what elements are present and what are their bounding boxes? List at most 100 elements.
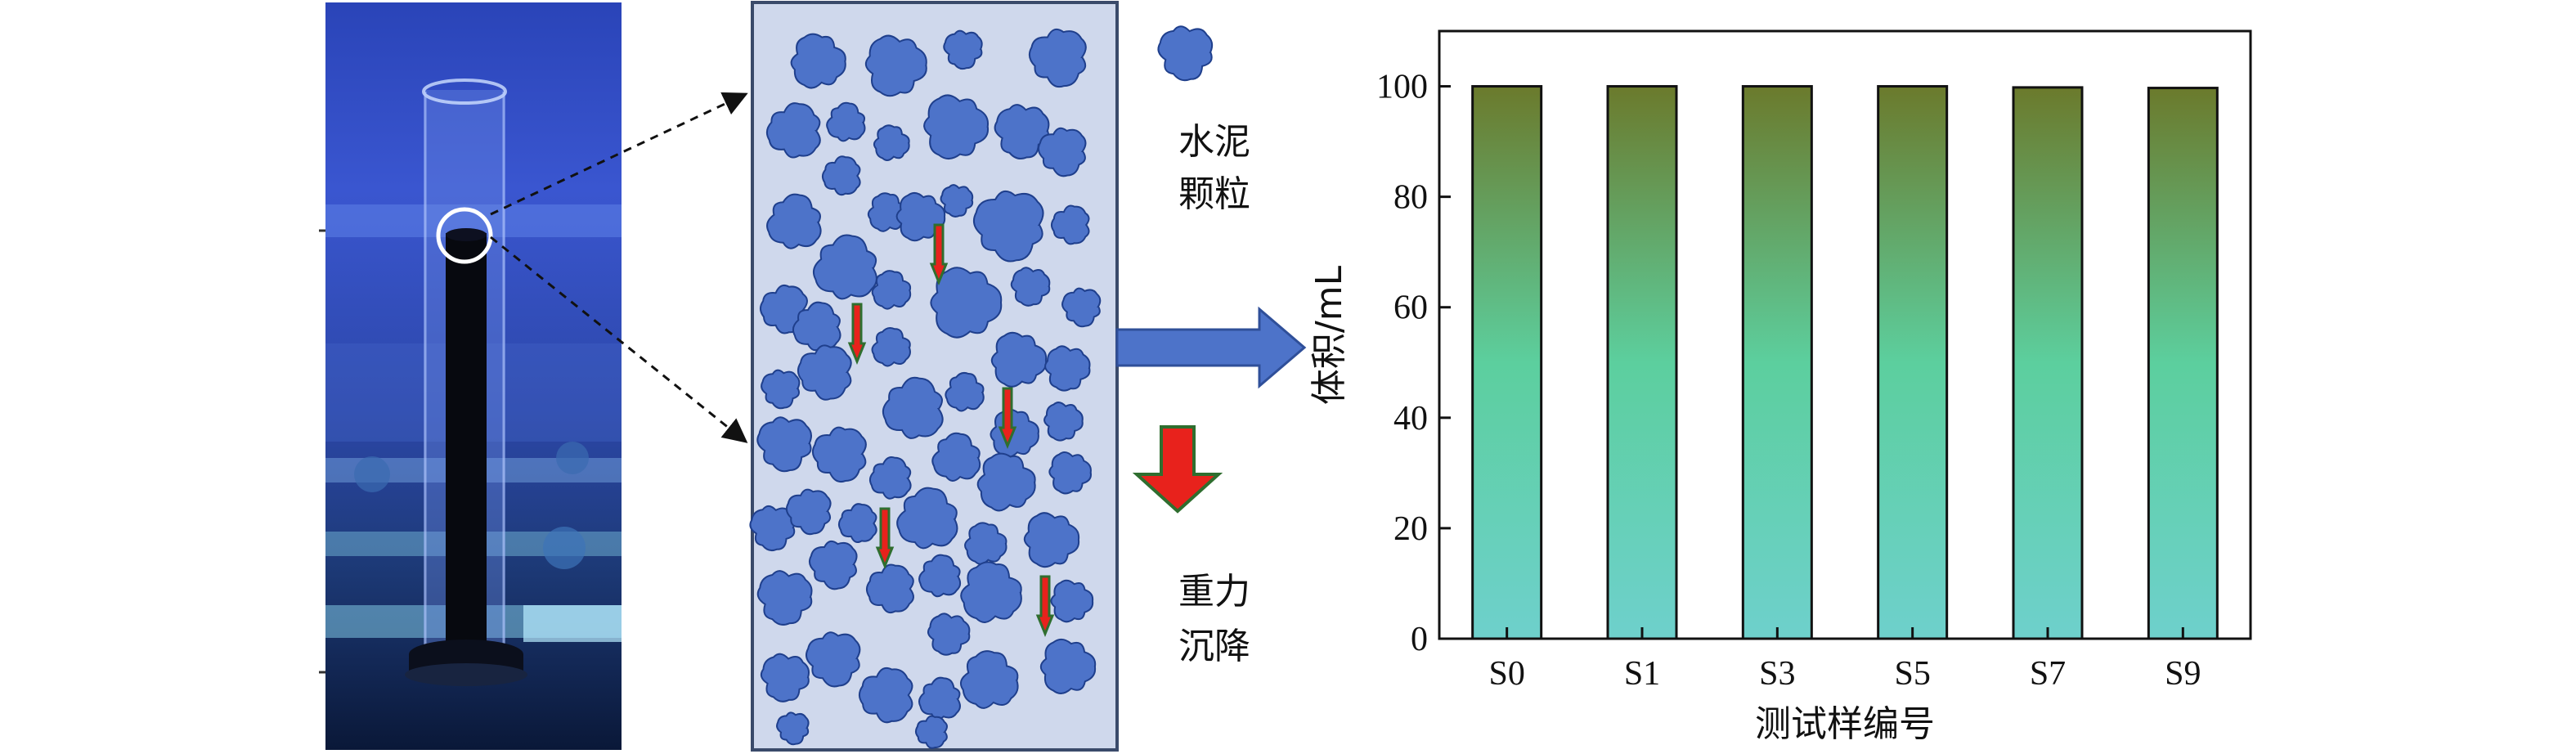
cement-particle-icon xyxy=(896,487,958,550)
cement-particle-icon xyxy=(990,331,1048,388)
zoom-line-bottom xyxy=(490,236,748,443)
cement-particle-icon xyxy=(1061,287,1102,328)
cement-particle-icon xyxy=(867,192,908,232)
cement-particle-icon xyxy=(972,190,1044,263)
cement-particle-icon xyxy=(761,369,801,410)
settling-arrow-icon xyxy=(847,303,867,365)
y-tick-label: 0 xyxy=(1411,621,1428,658)
x-axis-label: 测试样编号 xyxy=(1755,703,1935,745)
settling-arrow-icon xyxy=(1035,575,1055,637)
y-tick-label: 60 xyxy=(1393,289,1428,327)
cement-particle-icon xyxy=(945,371,985,412)
bar-S1 xyxy=(1606,85,1678,640)
cement-particle-icon xyxy=(821,155,861,196)
cement-particle-icon xyxy=(858,666,913,724)
cement-particle-icon xyxy=(914,715,948,749)
cement-particle-icon xyxy=(895,191,946,242)
bar-S0 xyxy=(1471,85,1543,640)
cement-particle-icon xyxy=(976,452,1036,512)
particle-diagram xyxy=(749,1,1119,752)
cement-particle-icon xyxy=(959,650,1019,709)
cement-particle-icon xyxy=(918,554,962,598)
graduated-cylinder-photo xyxy=(319,2,622,750)
cement-particle-icon xyxy=(760,653,810,702)
legend-particle xyxy=(1157,25,1214,82)
cement-particle-icon xyxy=(882,376,944,439)
settling-arrow-icon xyxy=(875,507,895,569)
cement-particle-icon xyxy=(930,267,1003,339)
highlight-circle xyxy=(436,207,493,264)
cement-particle-icon xyxy=(865,563,914,614)
gravity-label-line2: 沉降 xyxy=(1178,626,1250,667)
x-tick-label: S5 xyxy=(1894,655,1930,693)
particle-label-line2: 颗粒 xyxy=(1178,173,1250,215)
cement-particle-icon xyxy=(960,561,1022,623)
cement-particle-icon xyxy=(1050,204,1090,245)
cement-particles xyxy=(749,28,1102,749)
cement-particle-icon xyxy=(943,29,983,70)
cement-particle-icon xyxy=(1048,451,1092,495)
cement-particle-icon xyxy=(806,631,861,688)
x-tick-label: S7 xyxy=(2030,655,2066,693)
cement-particle-icon xyxy=(1039,638,1097,694)
cement-particle-icon xyxy=(994,104,1050,159)
cement-particle-icon xyxy=(1010,267,1051,307)
cement-particle-icon xyxy=(812,234,877,300)
x-tick-label: S0 xyxy=(1488,655,1524,693)
cement-particle-icon xyxy=(918,676,961,720)
cement-particle-icon xyxy=(927,613,971,656)
cement-particle-icon xyxy=(923,94,990,160)
cement-particle-icon xyxy=(785,488,832,536)
bar-S9 xyxy=(2147,87,2219,640)
cement-particle-icon xyxy=(964,522,1008,565)
y-tick-label: 40 xyxy=(1393,400,1428,438)
cement-particle-icon xyxy=(931,432,981,482)
cement-particle-icon xyxy=(1037,127,1087,177)
x-tick-label: S1 xyxy=(1624,655,1660,693)
y-axis-label: 体积/mL xyxy=(1308,265,1350,405)
legend-particle-icon xyxy=(1157,25,1214,82)
cement-particle-icon xyxy=(837,503,877,544)
cement-particle-icon xyxy=(1028,28,1087,88)
cement-particle-icon xyxy=(826,101,866,142)
bar-chart: 0 20 40 60 80 100 S0 S1 S3 S5 S7 S9 体积/mL 测试样编号 xyxy=(1308,29,2252,745)
gravity-label-line1: 重力 xyxy=(1178,571,1250,613)
y-axis: 0 20 40 60 80 100 xyxy=(1376,69,1451,658)
particle-label-line1: 水泥 xyxy=(1178,121,1250,163)
cement-particle-icon xyxy=(765,102,821,159)
plot-frame xyxy=(1438,29,2252,640)
cement-particle-icon xyxy=(1023,512,1080,568)
x-tick-label: S3 xyxy=(1759,655,1795,693)
bars xyxy=(1471,85,2219,640)
cement-particle-icon xyxy=(1050,579,1094,623)
y-tick-label: 80 xyxy=(1393,179,1428,217)
cement-particle-icon xyxy=(873,124,910,161)
y-tick-label: 100 xyxy=(1376,69,1428,106)
cement-particle-icon xyxy=(868,456,912,500)
cement-particle-icon xyxy=(766,193,822,249)
settling-arrow-icon xyxy=(929,223,949,285)
cement-particle-icon xyxy=(871,327,911,367)
cement-particle-icon xyxy=(790,33,846,89)
bar-S5 xyxy=(1877,85,1949,640)
big-blue-arrow xyxy=(1115,306,1307,389)
cement-particle-icon xyxy=(749,505,796,552)
cement-particle-icon xyxy=(756,416,812,473)
settling-arrow-icon xyxy=(998,387,1017,449)
y-tick-label: 20 xyxy=(1393,510,1428,548)
gravity-arrow-icon xyxy=(1132,425,1223,514)
cement-particle-icon xyxy=(871,270,912,310)
zoom-line-top xyxy=(490,92,748,216)
cement-particle-icon xyxy=(1043,402,1084,442)
bar-S7 xyxy=(2012,86,2084,640)
x-axis: S0 S1 S3 S5 S7 S9 xyxy=(1488,627,2201,693)
cement-particle-icon xyxy=(864,34,927,97)
cement-particle-icon xyxy=(811,426,867,483)
cement-particle-icon xyxy=(940,184,974,218)
cement-particle-icon xyxy=(808,540,858,590)
x-tick-label: S9 xyxy=(2165,655,2201,693)
cement-particle-icon xyxy=(797,344,852,401)
bar-S3 xyxy=(1741,85,1813,640)
cement-particle-icon xyxy=(756,570,813,626)
